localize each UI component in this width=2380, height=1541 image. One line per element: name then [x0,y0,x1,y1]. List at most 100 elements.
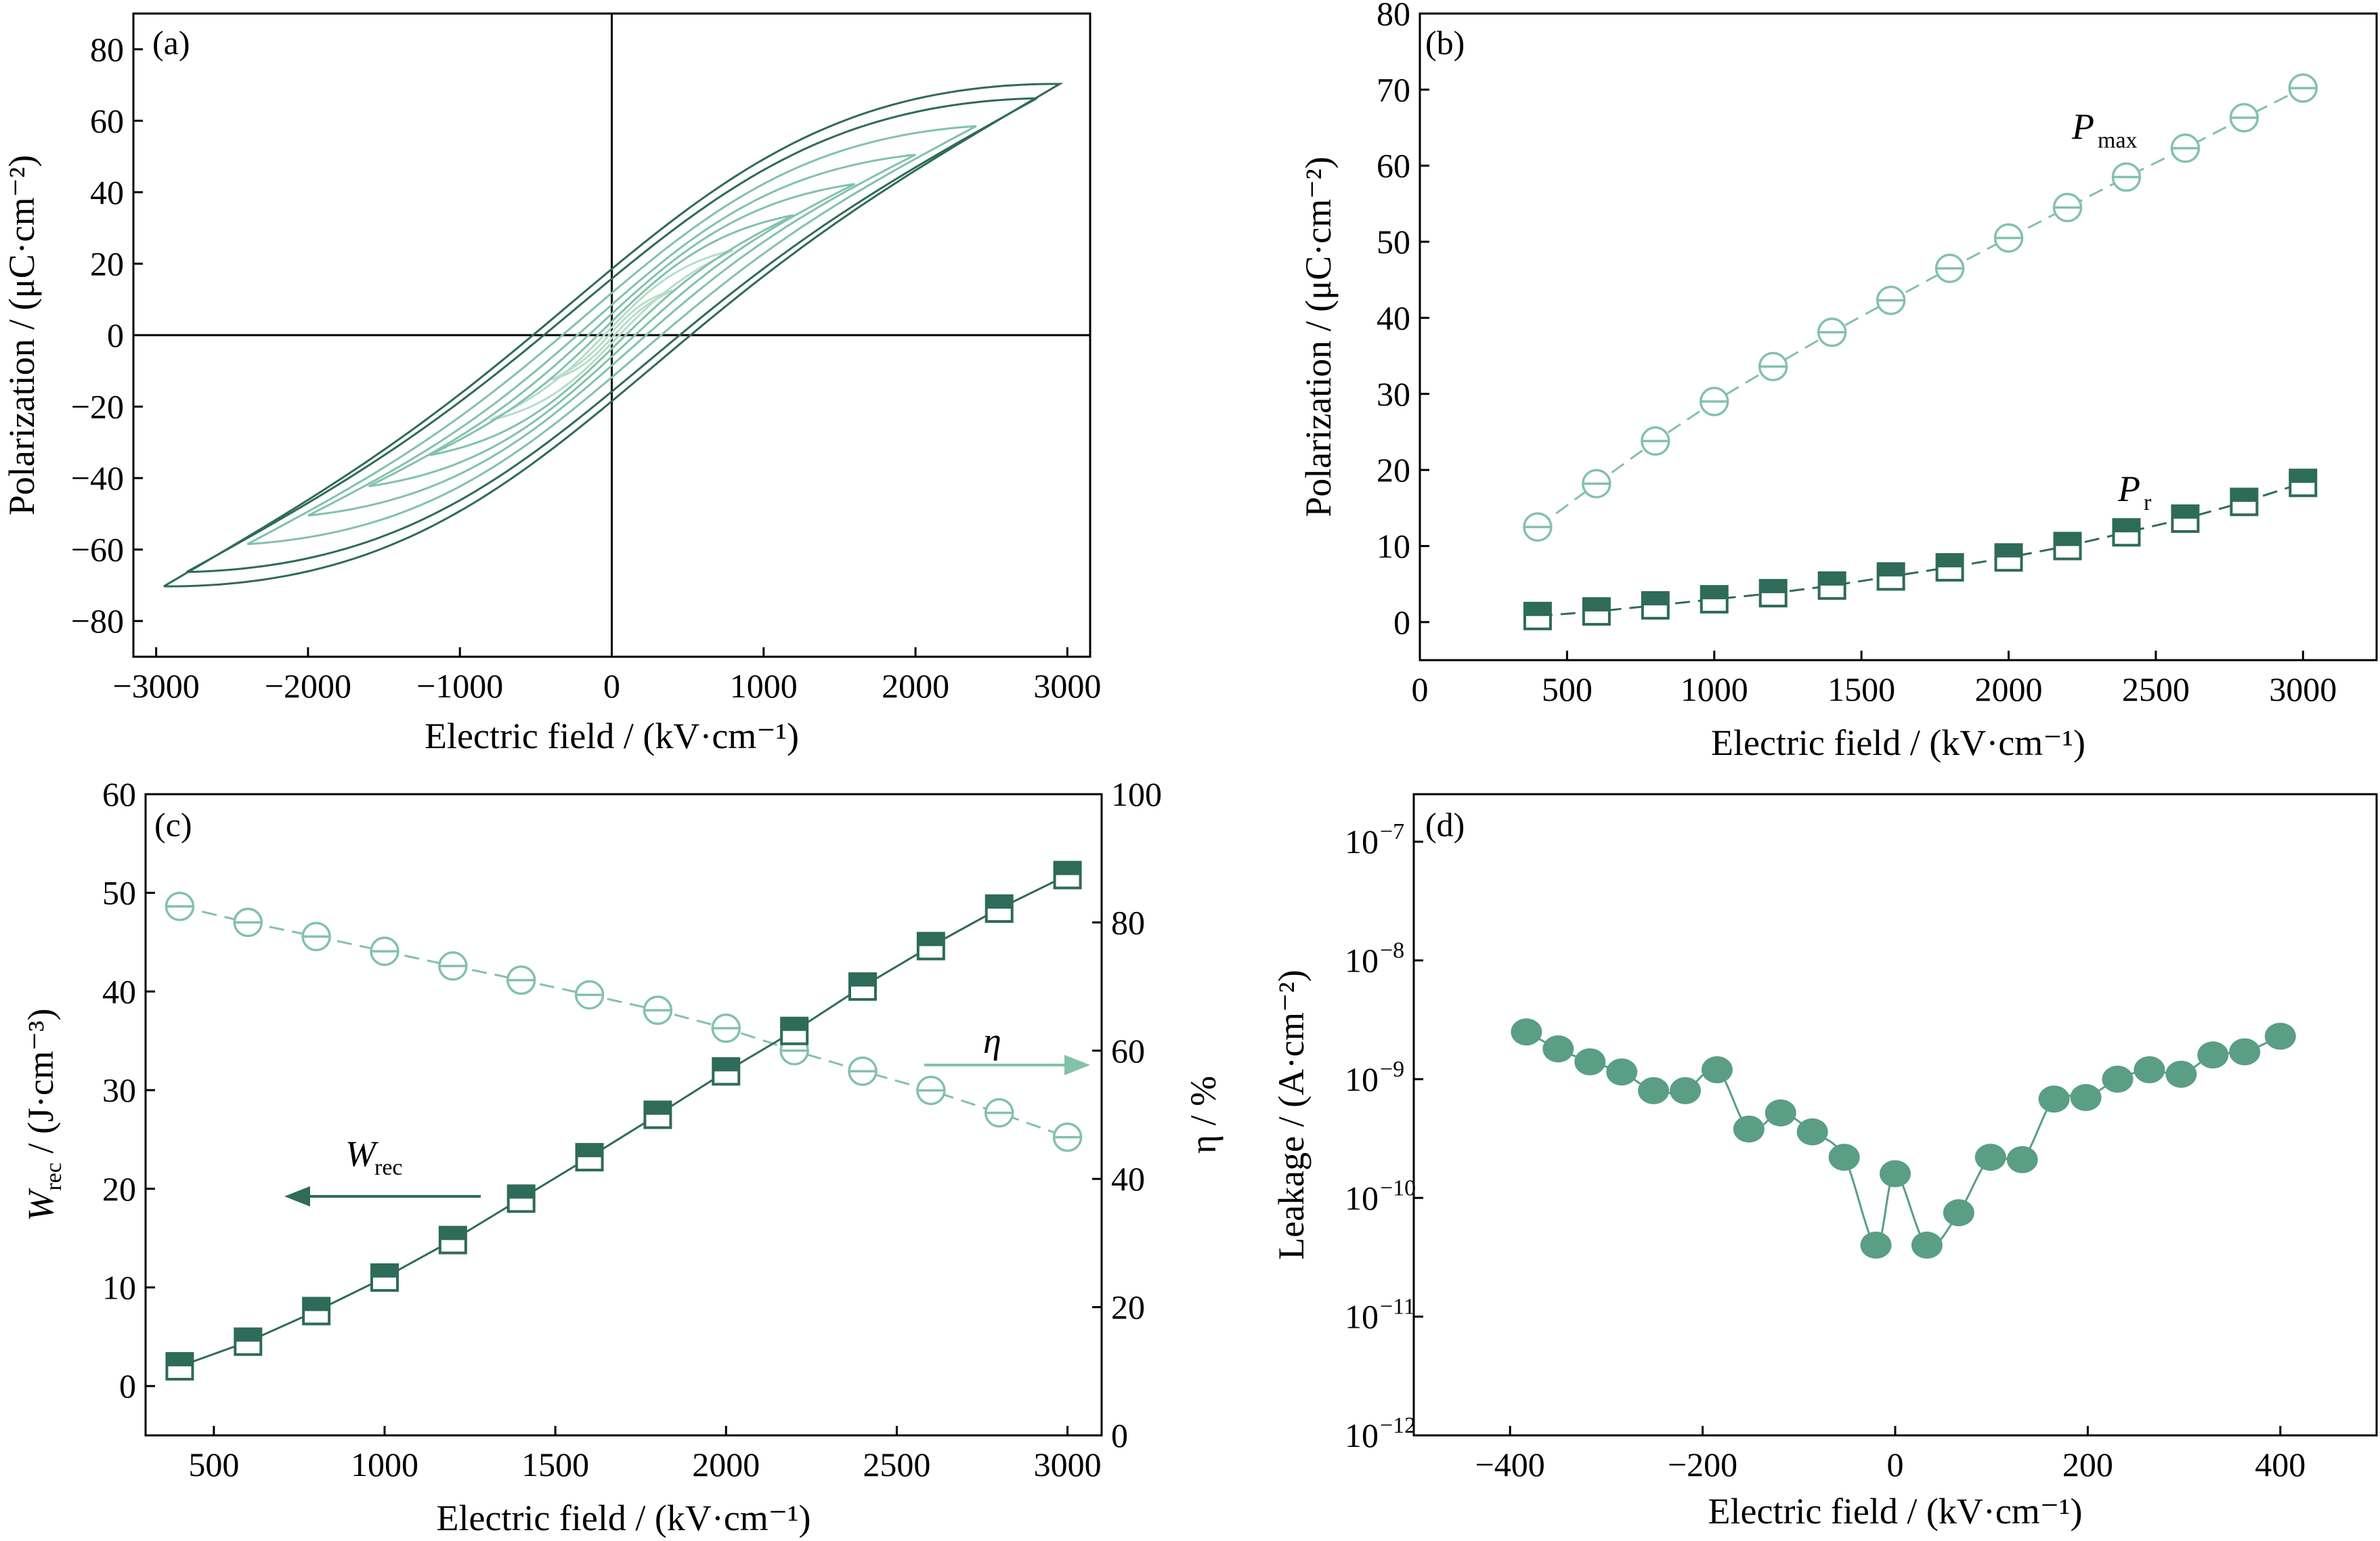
x-tick-label: 2500 [2122,670,2190,708]
hysteresis-loop [550,289,673,381]
x-axis-label: Electric field / (kV·cm⁻¹) [425,716,799,756]
panel-c-frame [144,793,1103,1437]
marker-square-fill [576,1144,603,1158]
data-point-wrec [1053,861,1082,890]
marker-square-fill [2290,470,2316,483]
data-point-pr [1994,543,2023,572]
data-point-leakage [1828,1144,1860,1171]
y-tick-label-exponent: −7 [1380,819,1404,844]
marker-square-fill [1760,580,1786,594]
data-point-pmax [1758,351,1788,382]
data-point-leakage [2165,1060,2197,1088]
marker-square-fill [1819,572,1845,586]
marker-square-fill [1524,603,1551,616]
data-point-leakage [1860,1232,1892,1259]
hysteresis-loop [368,183,856,487]
panel-d-leakage-current: −400 −200 0 200 40010−1210−1110−1010−910−810… [1271,793,2378,1532]
y-tick-label: −80 [71,602,124,640]
marker-square-fill [508,1186,534,1199]
data-point-leakage [1765,1099,1796,1127]
marker-square-fill [372,1264,397,1278]
x-axis-label: Electric field / (kV·cm⁻¹) [1708,1491,2083,1532]
y-tick-label: −20 [71,388,124,426]
data-point-leakage [1880,1160,1911,1188]
panel-d-frame [1412,793,2378,1437]
data-point-pmax [1993,223,2024,253]
x-tick-label: −2000 [265,667,351,705]
panel-label: (d) [1425,806,1465,844]
x-tick-label: 500 [188,1446,239,1483]
data-point-eta [1052,1122,1083,1152]
data-point-leakage [1974,1144,2006,1171]
data-point-wrec [916,932,945,961]
y-tick-label: 10 [1377,527,1410,565]
data-point-pmax [1582,469,1611,499]
data-point-eta [711,1013,741,1043]
data-point-pmax [1523,512,1553,542]
y-tick-label: 50 [1377,223,1410,261]
y-tick-label: −60 [71,531,124,569]
data-point-pr [1876,562,1905,591]
data-point-pr [1700,585,1729,614]
x-tick-label: −1000 [416,667,503,705]
y-tick-label-exponent: −11 [1380,1295,1415,1320]
y-tick-label: 0 [1393,603,1410,641]
x-axis-label: Electric field / (kV·cm⁻¹) [437,1498,811,1538]
data-point-leakage [2264,1022,2296,1050]
y-tick-label: 20 [90,244,124,282]
data-point-leakage [2229,1038,2261,1066]
data-point-wrec [985,894,1014,924]
y-tick-label-exponent: −8 [1380,938,1404,963]
marker-square-fill [235,1328,261,1342]
x-tick-label: 2000 [692,1446,760,1483]
data-point-eta [233,907,263,938]
y-tick-label: 10 [102,1268,136,1306]
y-tick-label: 40 [102,972,136,1010]
data-point-leakage [2038,1085,2070,1113]
marker-square-fill [303,1298,330,1311]
data-point-wrec [712,1057,741,1086]
x-tick-label: −200 [1668,1446,1737,1483]
y-tick-label-right: 60 [1111,1032,1145,1070]
x-tick-label: 1000 [1681,670,1748,708]
y-tick-label: 70 [1377,70,1410,108]
y-tick-label-base: 10 [1345,1060,1379,1098]
marker-square-fill [2113,519,2140,533]
y-tick-label-base: 10 [1345,942,1379,980]
marker-square-fill [1937,554,1963,567]
marker-square-fill [2231,489,2257,502]
x-tick-label: 3000 [2269,670,2337,708]
marker-square-fill [713,1058,739,1072]
y-tick-label: 60 [1377,147,1410,185]
y-tick-label-base: 10 [1345,1298,1379,1336]
panel-b-polarization-vs-field: 0 500 1000 1500 2000 2500 3000 0 10 20 30 40 50 60 70 8… [1298,0,2378,763]
series-label-wrec: W [345,1133,379,1174]
y-tick-label: 30 [102,1071,136,1109]
data-point-pr [2230,487,2259,517]
data-point-pmax [1934,253,1965,284]
data-point-eta [848,1056,878,1086]
data-point-wrec [506,1184,536,1213]
x-tick-label: 1500 [1827,670,1895,708]
y-tick-label-right: 0 [1111,1416,1128,1454]
data-point-pr [2171,504,2200,534]
data-point-pmax [2111,162,2142,192]
x-tick-label: −400 [1475,1446,1545,1483]
y-tick-label: 0 [107,316,124,354]
y-axis-label: Polarization / (μC·cm⁻²) [1,155,42,516]
y-tick-label: 20 [1377,451,1410,489]
marker-square-fill [2172,506,2199,519]
data-point-leakage [1670,1077,1702,1104]
marker-square-fill [1642,592,1668,606]
marker-square-fill [1701,586,1727,600]
marker-square-fill [850,974,875,987]
series-label-pr: P [2117,469,2140,509]
data-point-eta [301,921,331,951]
x-tick-label: 200 [2062,1446,2113,1483]
data-point-wrec [302,1297,331,1326]
y-tick-label-right: 40 [1111,1160,1145,1198]
data-point-wrec [575,1143,604,1172]
y-tick-label-base: 10 [1345,1416,1379,1454]
y-tick-label-exponent: −10 [1380,1175,1416,1200]
